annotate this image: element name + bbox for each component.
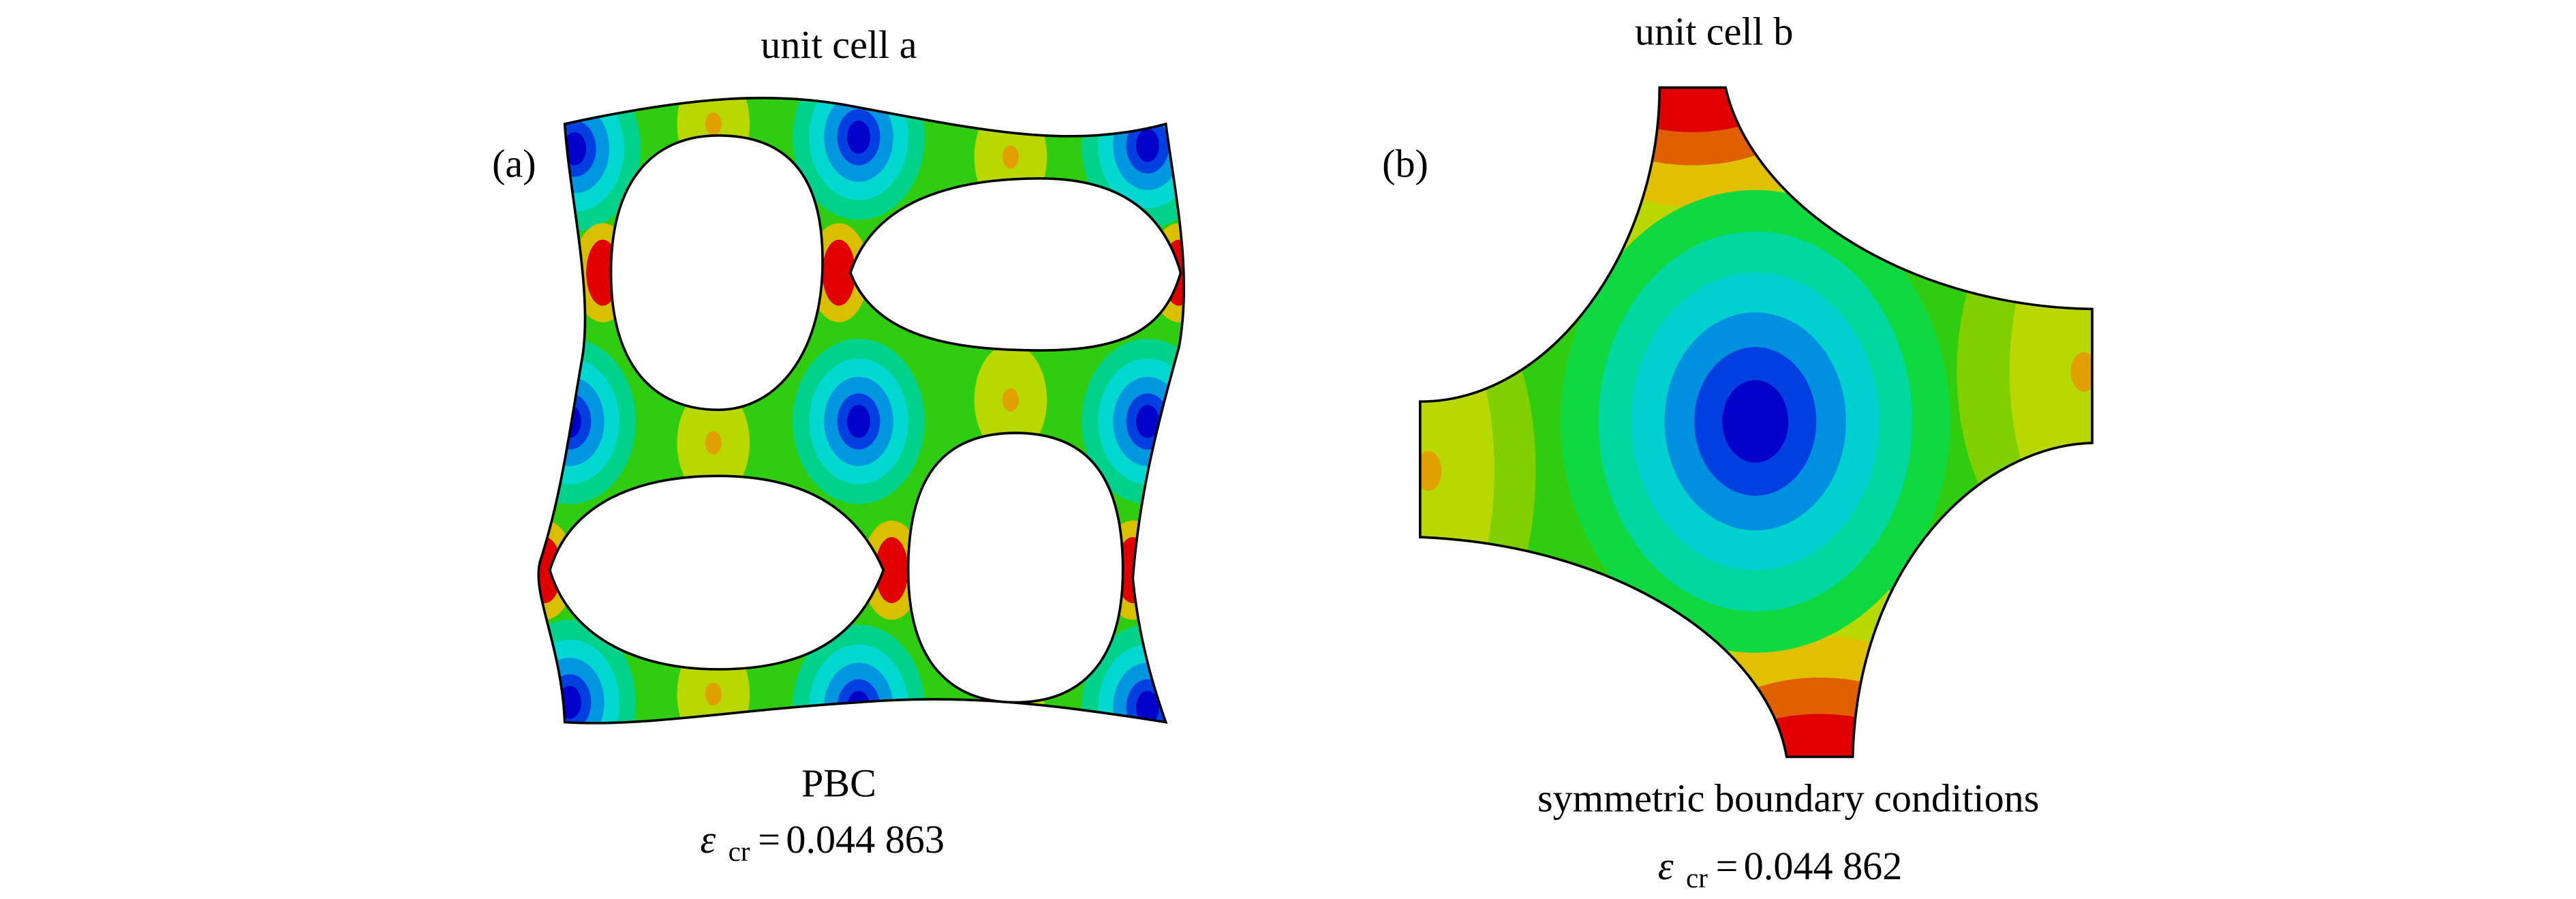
boundary-label: symmetric boundary conditions <box>1537 776 2039 820</box>
epsilon: ε <box>1658 844 1674 888</box>
panel-title: unit cell a <box>761 22 917 67</box>
subscript: cr <box>1686 862 1708 894</box>
outline-a <box>537 96 1186 725</box>
boundary-label: PBC <box>801 761 876 806</box>
panel-label: (b) <box>1382 141 1428 185</box>
panel-label: (a) <box>492 141 536 185</box>
holes-a <box>548 134 1182 704</box>
equals: = <box>1716 844 1738 888</box>
panel-title: unit cell b <box>1635 9 1794 53</box>
critical-strain: 0.044 863 <box>786 817 945 862</box>
epsilon: ε <box>700 817 716 862</box>
equals: = <box>758 817 780 862</box>
outline-b <box>1419 86 2094 759</box>
critical-strain: 0.044 862 <box>1744 844 1903 888</box>
contour-a <box>538 97 1184 723</box>
contour-b <box>1420 87 2093 757</box>
subscript: cr <box>729 836 750 867</box>
